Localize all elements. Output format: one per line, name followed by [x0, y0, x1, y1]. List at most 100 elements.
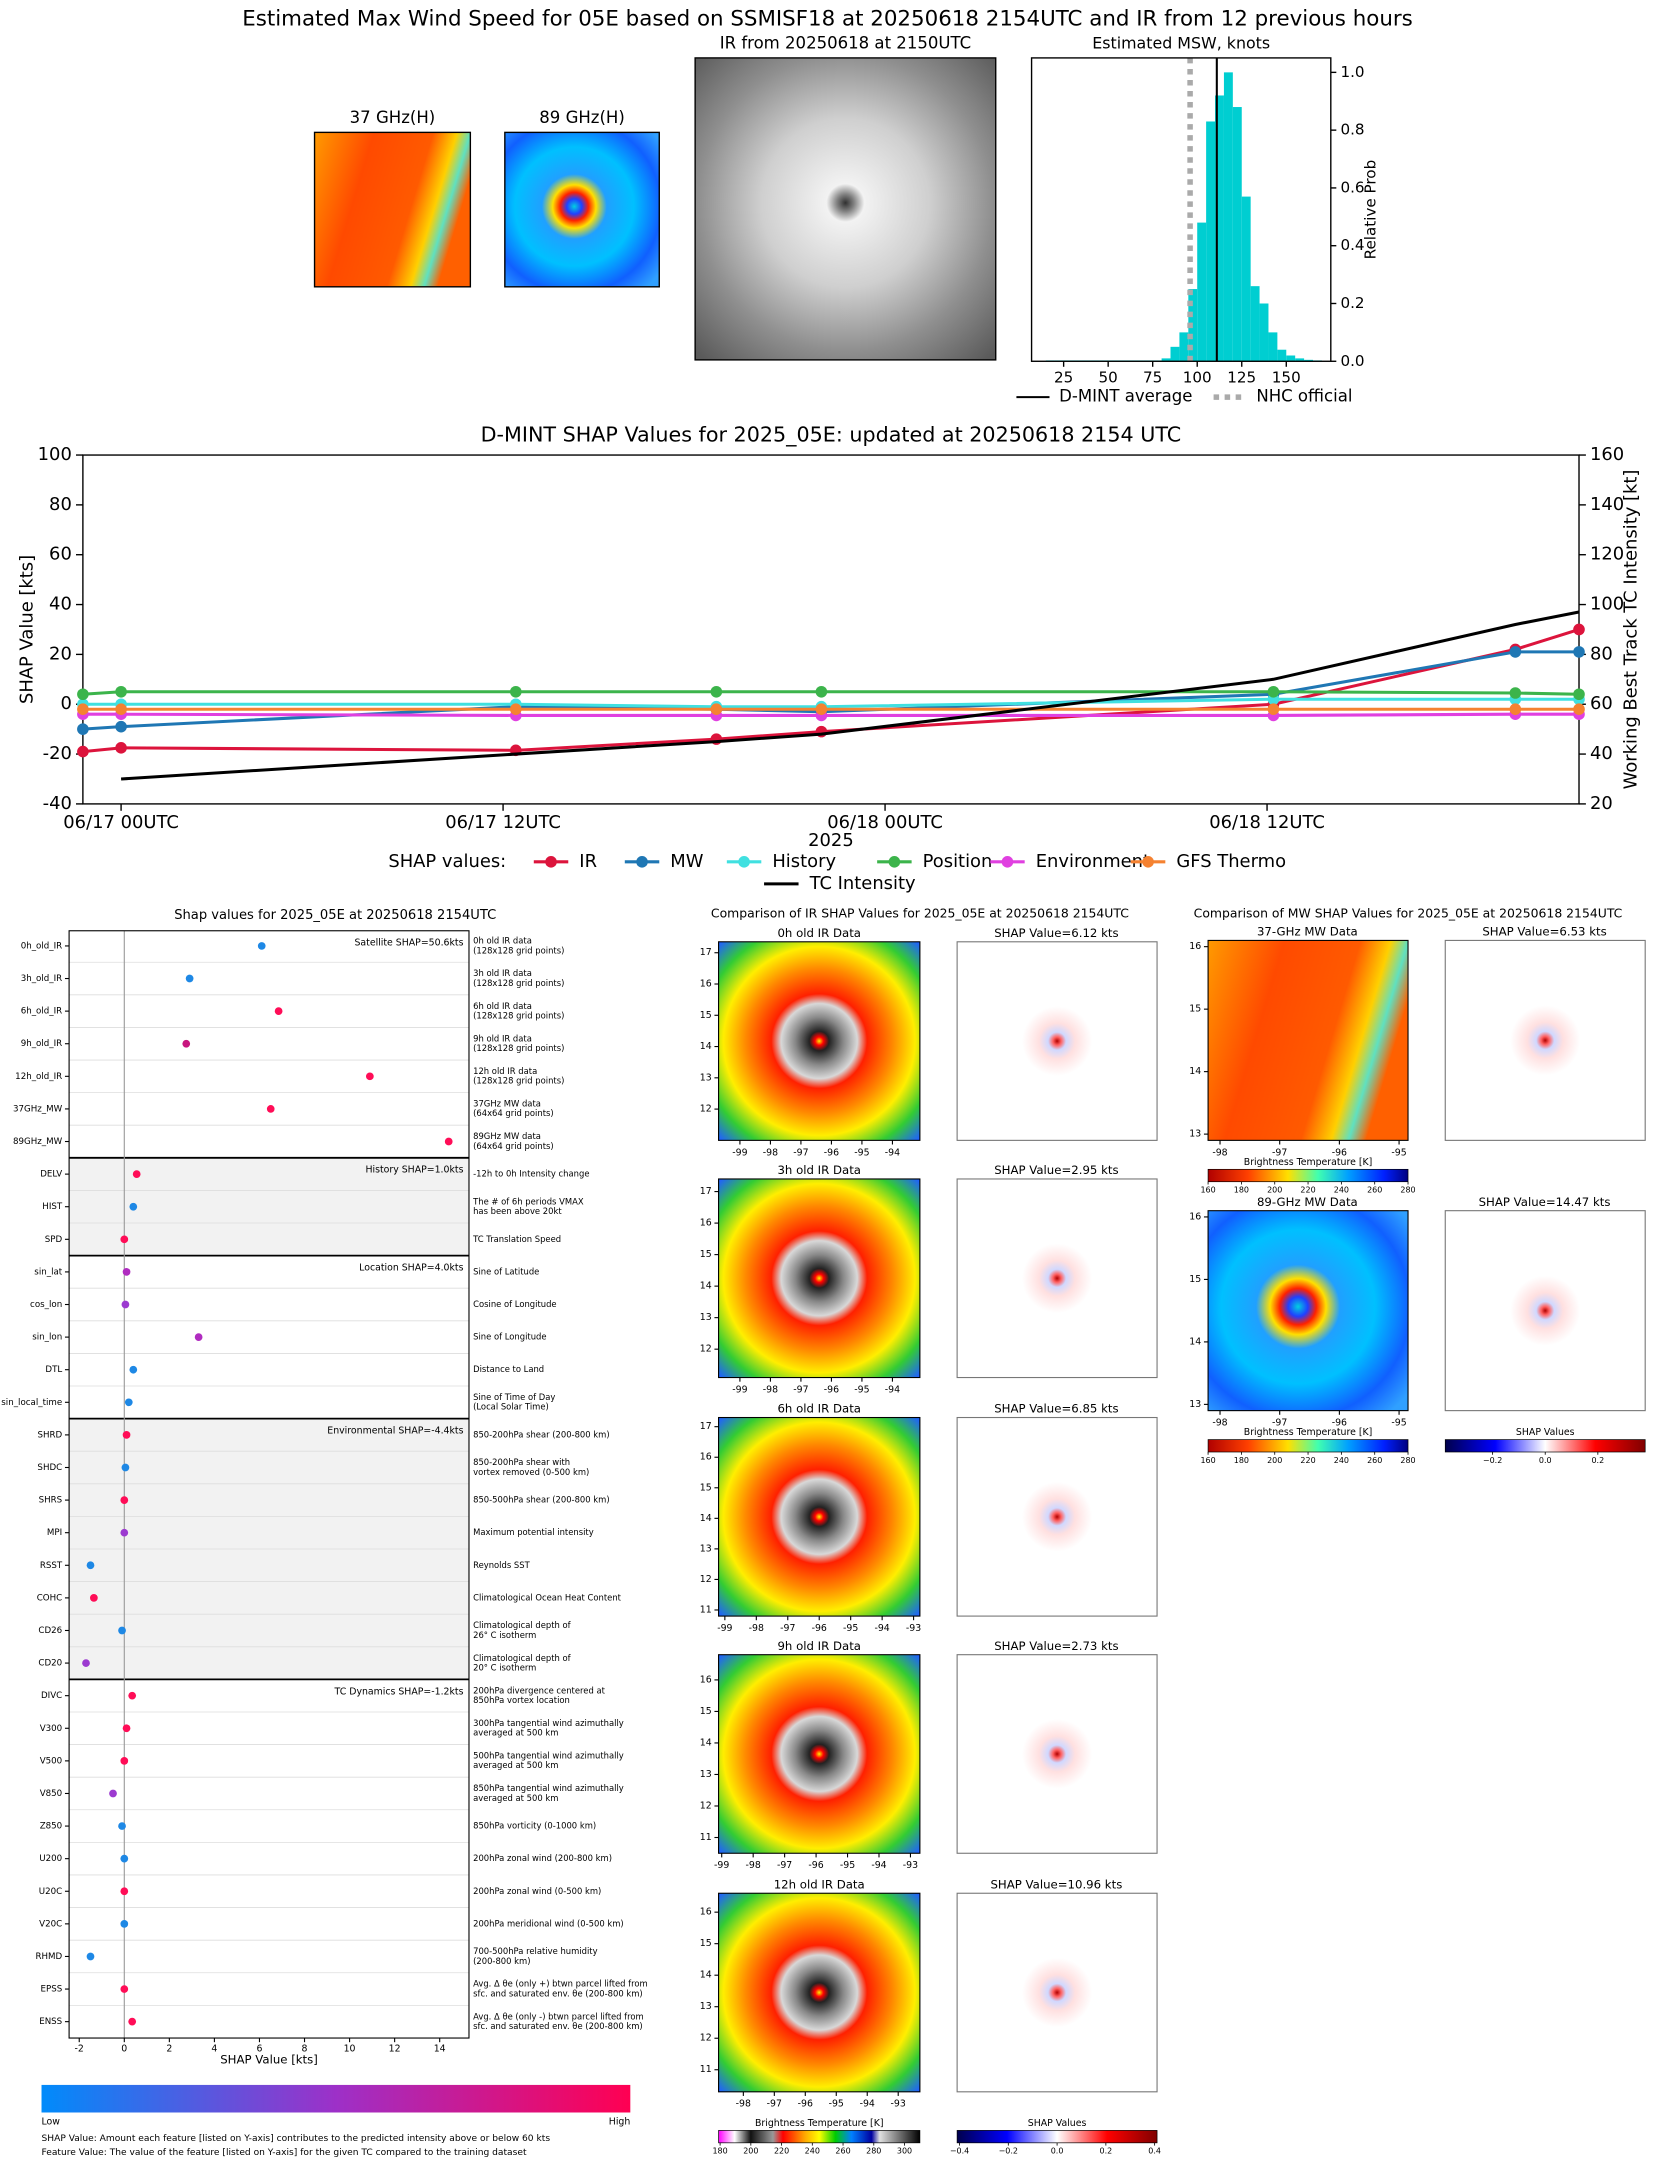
group-label: Environmental SHAP=-4.4kts [327, 1426, 463, 1437]
y2-tick-label: 120 [1590, 544, 1624, 565]
panel-title: SHAP Value=2.73 kts [994, 1639, 1118, 1653]
shap-image [956, 1892, 1158, 2093]
shap-dot [129, 1202, 138, 1211]
x-tick-label: -93 [906, 1623, 921, 1634]
y-tick-label: 40 [49, 594, 72, 615]
feature-description: Climatological depth of [473, 1653, 572, 1663]
feature-name: DELV [40, 1170, 62, 1180]
series-marker [1573, 646, 1585, 658]
x-axis-label: 2025 [808, 830, 854, 851]
y-tick-label: -40 [43, 793, 72, 814]
x-tick-label: 8 [302, 2044, 308, 2055]
colorbar-tick-label: 280 [1400, 1186, 1415, 1195]
y-tick-label: 20 [49, 643, 72, 664]
x-tick-label: -96 [1332, 1418, 1347, 1429]
shap-dot [274, 1007, 283, 1015]
colorbar-tick-label: 240 [1334, 1186, 1349, 1195]
legend-marker [738, 856, 750, 868]
shap-dot [194, 1333, 203, 1341]
histogram-bar [1277, 349, 1287, 362]
x-tick-label: 06/17 12UTC [445, 812, 561, 833]
y-tick-label: 16 [700, 1907, 712, 1918]
feature-name: sin_lon [32, 1333, 62, 1343]
histogram-bar [1161, 358, 1171, 362]
legend-label: History [772, 851, 836, 872]
plot-frame [68, 930, 470, 2039]
legend-marker [636, 856, 648, 868]
feature-name: DIVC [41, 1691, 62, 1701]
y-tick-label: 0.0 [1340, 352, 1364, 370]
y-tick-label: 13 [1189, 1399, 1201, 1410]
x-tick-label: -96 [798, 2099, 813, 2110]
histogram-bar [1286, 355, 1296, 362]
panel-title: SHAP Value=6.12 kts [994, 926, 1118, 940]
histogram-bar [1197, 222, 1207, 362]
histogram-bar [1170, 346, 1180, 362]
feature-description: (200-800 km) [473, 1956, 530, 1966]
series-marker [115, 720, 127, 733]
series-marker [1267, 703, 1280, 716]
series-line [82, 712, 1580, 717]
feature-description: (Local Solar Time) [473, 1402, 549, 1412]
feature-description: averaged at 500 km [473, 1793, 558, 1803]
colorbar-high: High [609, 2117, 631, 2128]
x-tick-label: 75 [1143, 368, 1162, 386]
y-tick-label: 0.6 [1340, 178, 1364, 196]
feature-name: SHRD [37, 1430, 62, 1440]
series-marker [1509, 646, 1522, 658]
y-tick-label: 13 [700, 1312, 712, 1323]
histogram-bar [1179, 332, 1189, 362]
series-marker [510, 685, 522, 698]
mw-image [1207, 1210, 1409, 1412]
feature-name: Z850 [40, 1822, 63, 1832]
feature-description: -12h to 0h Intensity change [473, 1169, 589, 1179]
shap-dot [118, 1822, 126, 1830]
panel-title: IR from 20250618 at 2150UTC [720, 34, 971, 53]
content: Estimated Max Wind Speed for 05E based o… [1, 6, 1646, 2158]
feature-name: 3h_old_IR [21, 974, 63, 984]
panel-title: 37 GHz(H) [350, 108, 436, 127]
series-marker [815, 703, 828, 716]
series-marker [1267, 685, 1280, 698]
ir-image [718, 1654, 921, 1854]
feature-description: Climatological Ocean Heat Content [473, 1592, 622, 1602]
x-tick-label: -94 [885, 1384, 900, 1395]
feature-description: (128x128 grid points) [473, 978, 564, 988]
x-tick-label: 100 [1183, 368, 1212, 386]
series-line [120, 610, 1580, 781]
feature-name: 89GHz_MW [13, 1137, 63, 1147]
x-tick-label: -95 [829, 2099, 844, 2110]
histogram-bar [1250, 286, 1260, 362]
shap-dot [129, 1365, 138, 1374]
colorbar [1207, 1168, 1409, 1183]
shap-dot [120, 1854, 129, 1863]
x-tick-label: 0 [121, 2044, 127, 2055]
colorbar-tick-label: 0.0 [1051, 2147, 1064, 2156]
feature-name: V20C [39, 1919, 62, 1929]
shap-dot [82, 1659, 90, 1667]
histogram-bar [1206, 121, 1216, 362]
shap-dot [118, 1626, 126, 1635]
feature-name: 12h_old_IR [15, 1072, 62, 1082]
panel-title: 89 GHz(H) [539, 108, 625, 127]
series-line [82, 690, 1580, 696]
feature-description: 200hPa zonal wind (0-500 km) [473, 1886, 601, 1896]
feature-description: (128x128 grid points) [473, 1043, 564, 1053]
shap-image [956, 1416, 1158, 1617]
feature-name: CD20 [38, 1659, 62, 1669]
chart-title: Estimated MSW, knots [1092, 34, 1270, 53]
y-tick-label: -20 [43, 743, 72, 764]
colorbar [1207, 1439, 1409, 1453]
feature-name: COHC [37, 1593, 62, 1603]
x-tick-label: 150 [1272, 368, 1301, 386]
y-tick-label: 13 [1189, 1129, 1201, 1140]
histogram-bar [1232, 107, 1242, 362]
feature-name: RSST [40, 1561, 63, 1571]
x-tick-label: -98 [1212, 1418, 1227, 1429]
feature-description: Sine of Longitude [473, 1332, 546, 1342]
y-tick-label: 14 [700, 1041, 712, 1052]
feature-description: 37GHz MW data [473, 1099, 541, 1109]
colorbar-tick-label: −0.2 [999, 2147, 1018, 2156]
feature-name: CD26 [38, 1626, 62, 1636]
x-tick-label: -97 [1272, 1147, 1287, 1158]
